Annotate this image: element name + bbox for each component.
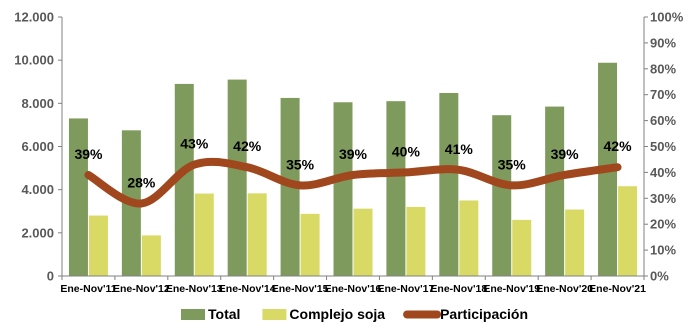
right-tick-label: 60%	[650, 113, 676, 128]
category-label: Ene-Nov'17	[378, 283, 435, 295]
bar-total	[174, 83, 194, 277]
category-label: Ene-Nov'16	[325, 283, 382, 295]
bar-total	[545, 106, 565, 276]
left-tick-label: 6.000	[21, 139, 54, 154]
participacion-data-label: 43%	[180, 136, 209, 152]
bar-total	[227, 79, 247, 276]
category-label: Ene-Nov'13	[166, 283, 223, 295]
participacion-data-label: 42%	[604, 138, 633, 154]
category-label: Ene-Nov'21	[589, 283, 646, 295]
participacion-data-label: 40%	[392, 143, 421, 159]
bar-total	[439, 92, 459, 277]
data-labels: 39% 28% 43% 42% 35% 39% 40% 41% 35% 39% 42%	[74, 136, 632, 191]
bar-complejo-soja	[300, 213, 320, 276]
axes	[61, 17, 645, 280]
bar-complejo-soja	[247, 193, 267, 276]
right-tick-label: 50%	[650, 139, 676, 154]
right-tick-label: 0%	[650, 269, 669, 284]
bar-complejo-soja	[512, 219, 532, 276]
left-tick-label: 2.000	[21, 225, 54, 240]
right-tick-label: 90%	[650, 35, 676, 50]
bar-total	[386, 101, 406, 276]
bar-complejo-soja	[618, 186, 638, 276]
participacion-data-label: 42%	[233, 138, 262, 154]
participacion-data-label: 39%	[339, 146, 368, 162]
left-tick-label: 0	[47, 269, 54, 284]
category-label: Ene-Nov'11	[60, 283, 116, 295]
bar-complejo-soja	[88, 215, 108, 276]
category-label: Ene-Nov'19	[483, 283, 540, 295]
right-tick-label: 70%	[650, 87, 676, 102]
legend: Total Complejo soja Participación	[181, 306, 528, 322]
left-tick-label: 12.000	[14, 10, 54, 25]
bar-total	[492, 115, 512, 277]
participacion-line	[84, 157, 622, 208]
right-tick-label: 10%	[650, 243, 676, 258]
bar-complejo-soja	[194, 193, 214, 276]
participacion-data-label: 35%	[498, 156, 527, 172]
bar-total	[333, 102, 353, 276]
left-tick-label: 8.000	[21, 96, 54, 111]
right-tick-label: 40%	[650, 165, 676, 180]
bar-complejo-soja	[406, 206, 426, 276]
left-tick-label: 4.000	[21, 182, 54, 197]
bar-complejo-soja	[353, 208, 373, 276]
category-labels: Ene-Nov'11Ene-Nov'12Ene-Nov'13Ene-Nov'14…	[60, 283, 646, 295]
left-tick-label: 10.000	[14, 53, 54, 68]
right-tick-label: 20%	[650, 217, 676, 232]
category-label: Ene-Nov'15	[272, 283, 329, 295]
bar-total	[68, 118, 88, 276]
legend-label: Participación	[440, 306, 528, 322]
participacion-data-label: 39%	[551, 146, 580, 162]
participacion-data-label: 35%	[286, 156, 315, 172]
category-label: Ene-Nov'20	[536, 283, 593, 295]
bar-complejo-soja	[565, 209, 585, 276]
legend-swatch	[181, 309, 205, 320]
right-tick-label: 80%	[650, 61, 676, 76]
legend-label: Total	[208, 306, 240, 322]
right-tick-label: 30%	[650, 191, 676, 206]
bar-complejo-soja	[459, 200, 479, 276]
right-axis-ticks: 0% 10% 20% 30% 40% 50% 60% 70% 80% 90% 100%	[644, 10, 684, 284]
bars	[68, 62, 638, 277]
left-axis-ticks: 0 2.000 4.000 6.000 8.000 10.000 12.000	[14, 10, 62, 284]
category-label: Ene-Nov'18	[430, 283, 487, 295]
participacion-data-label: 41%	[445, 141, 474, 157]
legend-label: Complejo soja	[289, 306, 385, 322]
right-tick-label: 100%	[650, 10, 684, 25]
participacion-line-layer	[84, 157, 622, 208]
legend-swatch	[262, 309, 287, 320]
participacion-data-label: 28%	[127, 174, 156, 190]
bar-complejo-soja	[141, 235, 161, 276]
category-label: Ene-Nov'14	[219, 283, 276, 295]
category-label: Ene-Nov'12	[113, 283, 170, 295]
participacion-data-label: 39%	[74, 146, 103, 162]
